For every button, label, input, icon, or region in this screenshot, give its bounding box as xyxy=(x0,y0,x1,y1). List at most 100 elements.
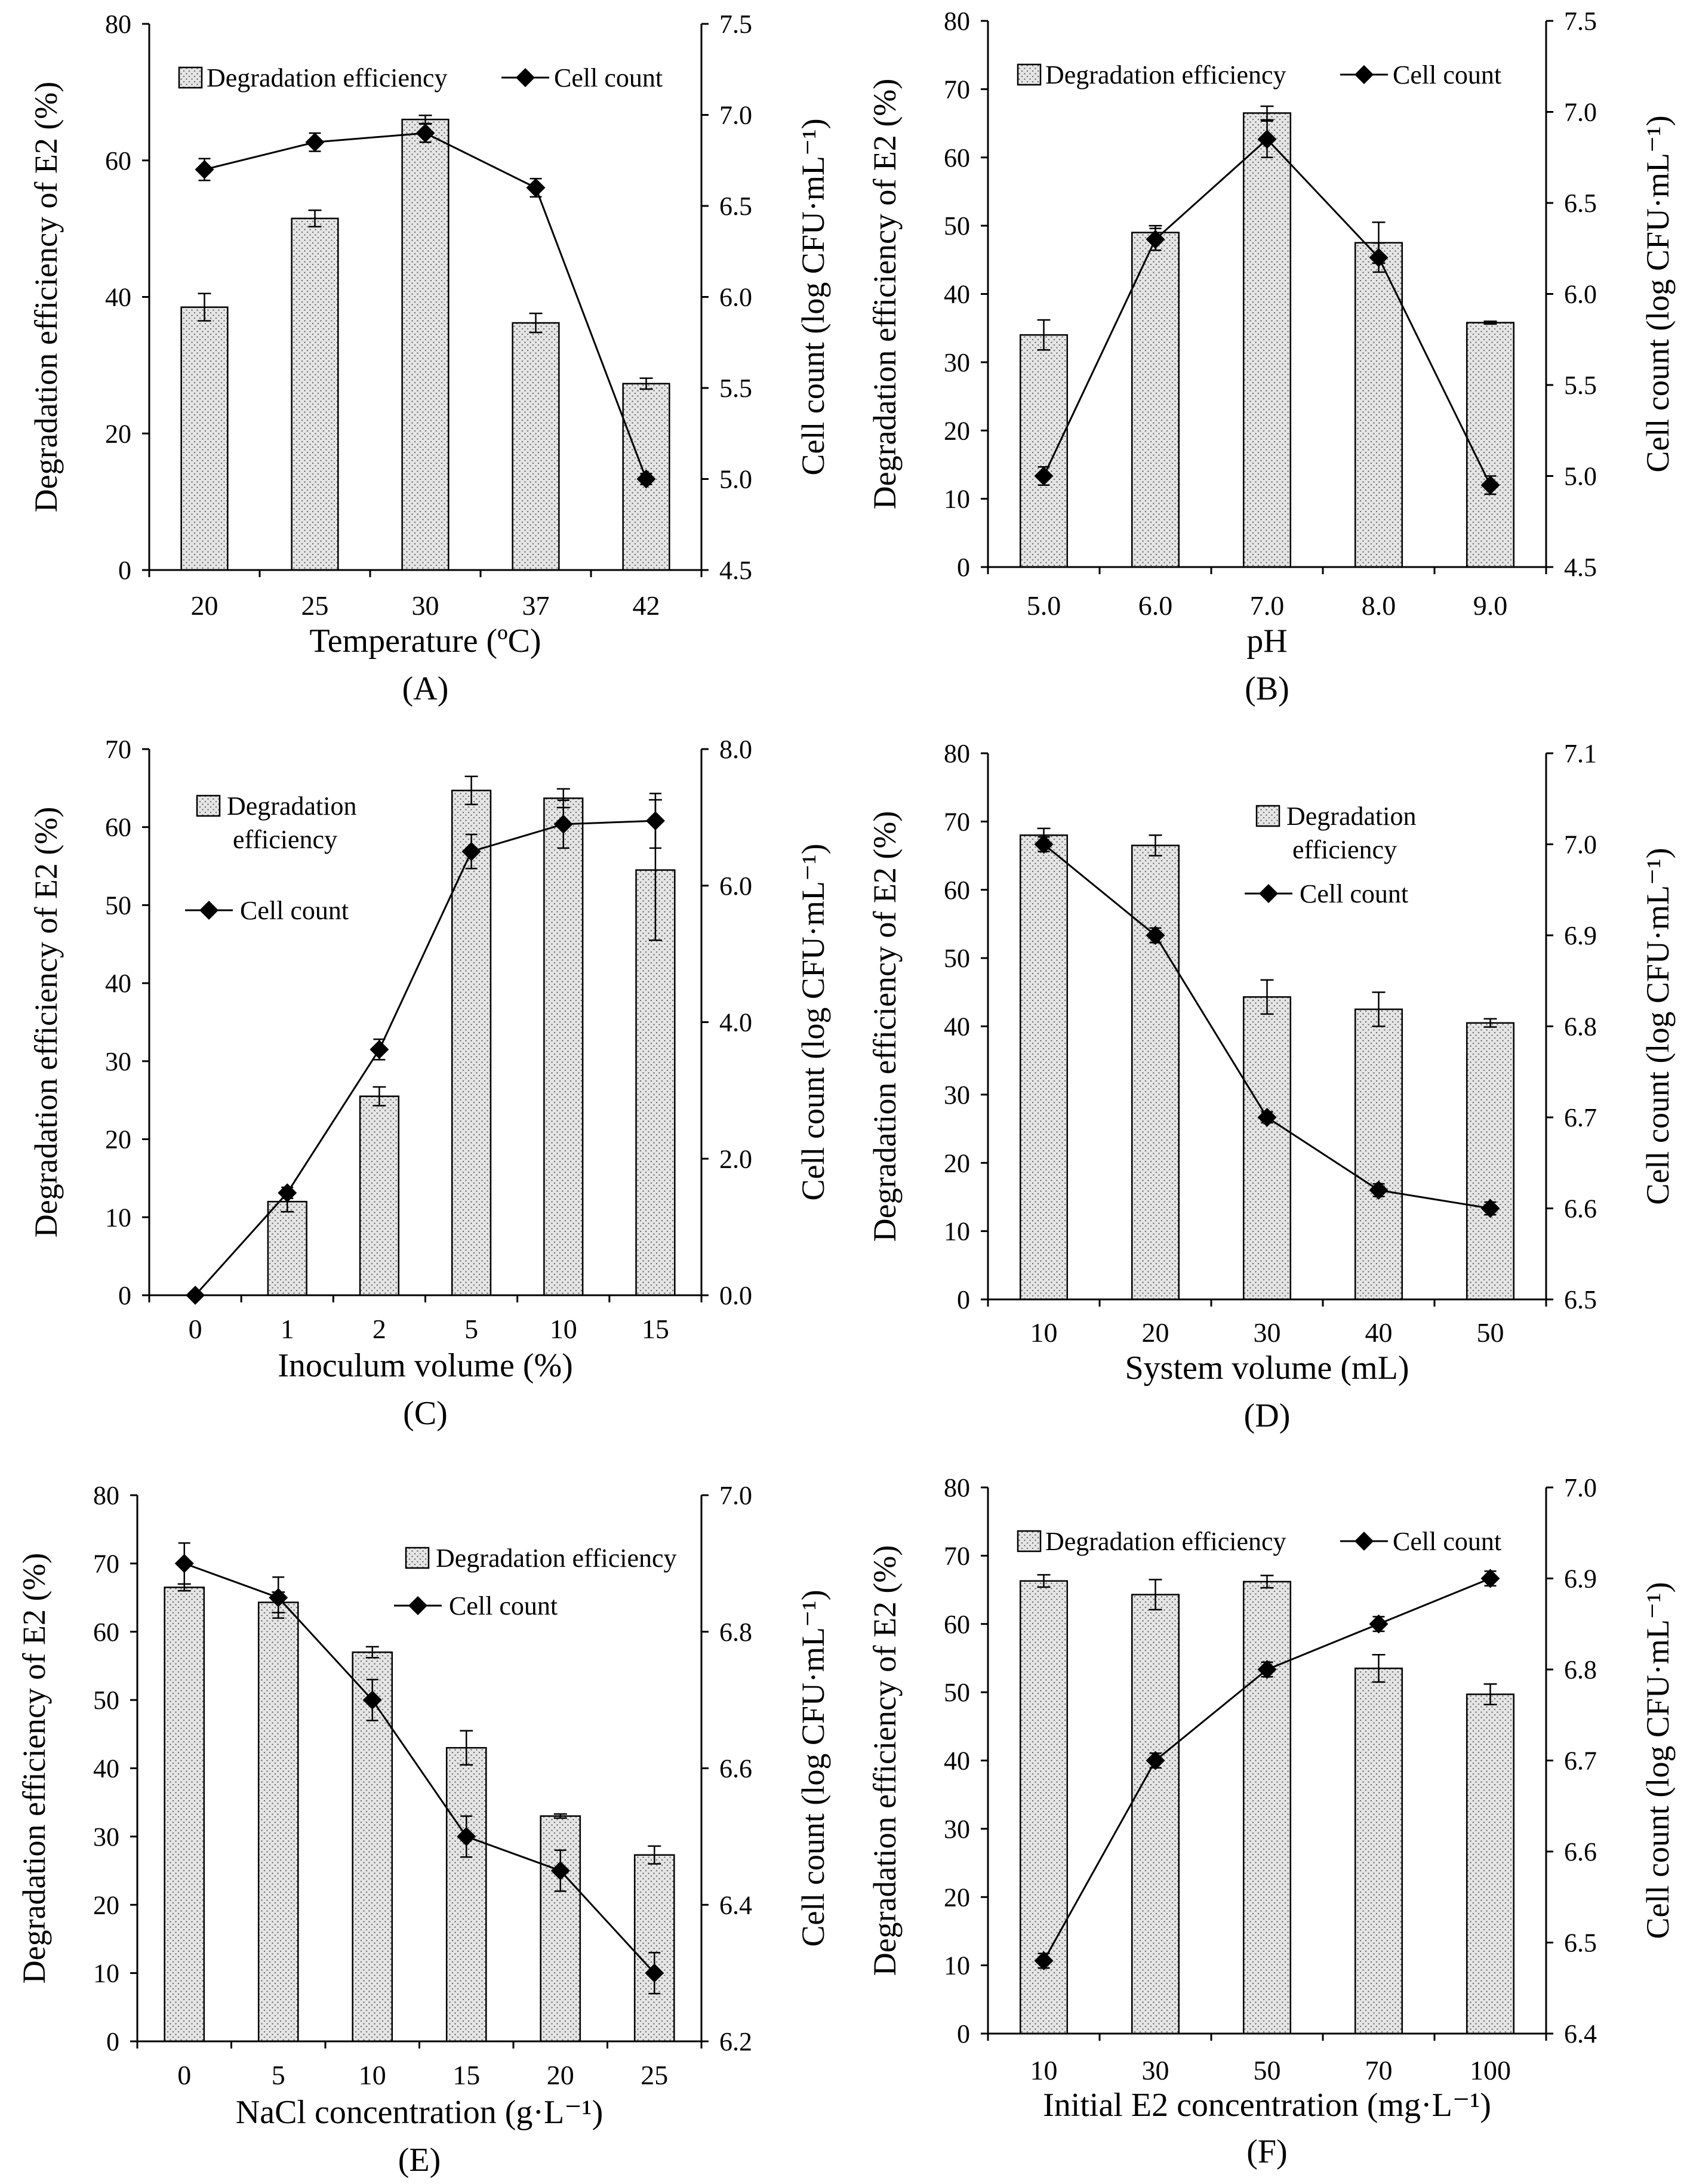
y-tick-label-left-D-30: 30 xyxy=(944,1080,970,1110)
bar-A-20 xyxy=(180,306,229,571)
x-axis-title-C: Inoculum volume (%) xyxy=(278,1347,573,1384)
y-tick-label-right-B-5.0: 5.0 xyxy=(1564,462,1597,491)
bar-E-25 xyxy=(633,1854,675,2043)
series-line-E-cell-count xyxy=(184,1562,655,1974)
y-tick-label-left-E-10: 10 xyxy=(93,1959,119,1988)
y-tick-label-right-B-6.5: 6.5 xyxy=(1564,189,1597,218)
x-tick-label-D-20: 20 xyxy=(1142,1317,1169,1348)
x-axis-title-E: NaCl concentration (g·L⁻¹) xyxy=(236,2094,603,2131)
point-D-20 xyxy=(1146,926,1165,945)
y-tick-label-right-C-8.0: 8.0 xyxy=(719,735,752,764)
y-tick-label-right-C-6.0: 6.0 xyxy=(719,871,752,901)
y-tick-label-left-B-80: 80 xyxy=(944,7,970,36)
y-tick-label-right-C-4.0: 4.0 xyxy=(719,1008,752,1037)
legend-label-bar-C-part-1: efficiency xyxy=(233,825,337,854)
legend-label-bar-F: Degradation efficiency xyxy=(1045,1527,1286,1556)
x-tick-label-A-25: 25 xyxy=(301,590,329,621)
legend-label-line-D: Cell count xyxy=(1300,879,1408,908)
y-tick-label-right-D-6.7: 6.7 xyxy=(1564,1103,1597,1132)
legend-label-line-F: Cell count xyxy=(1393,1527,1501,1556)
x-tick-label-F-10: 10 xyxy=(1030,2055,1058,2086)
bar-F-100 xyxy=(1466,1693,1515,2035)
y-tick-label-right-F-6.8: 6.8 xyxy=(1564,1655,1597,1684)
x-tick-label-F-50: 50 xyxy=(1254,2055,1281,2086)
point-D-40 xyxy=(1369,1181,1389,1200)
point-B-8.0 xyxy=(1369,248,1389,267)
y-tick-label-right-A-5.0: 5.0 xyxy=(719,465,752,494)
y-tick-label-left-D-40: 40 xyxy=(944,1012,970,1042)
point-D-10 xyxy=(1034,834,1054,854)
panel-label-A: (A) xyxy=(402,670,449,707)
legend-label-bar-C: Degradation efficiency xyxy=(227,791,356,854)
x-tick-label-C-15: 15 xyxy=(642,1314,669,1344)
x-tick-label-D-30: 30 xyxy=(1254,1317,1281,1348)
legend-bar-swatch-A xyxy=(178,66,203,89)
legend-A: Degradation efficiency Cell count xyxy=(178,63,663,93)
y-axis-title-left-A: Degradation efficiency of E2 (%) xyxy=(28,82,64,513)
x-tick-label-F-70: 70 xyxy=(1365,2055,1393,2086)
x-axis-title-A: Temperature (ºC) xyxy=(309,623,541,660)
y-axis-title-right-D: Cell count (log CFU·mL⁻¹) xyxy=(1640,848,1676,1205)
y-tick-label-left-E-70: 70 xyxy=(93,1549,119,1578)
x-tick-label-C-5: 5 xyxy=(464,1314,478,1344)
y-tick-label-left-C-60: 60 xyxy=(105,813,131,842)
point-C-2 xyxy=(370,1040,389,1059)
y-tick-label-left-F-70: 70 xyxy=(944,1541,970,1570)
bar-E-10 xyxy=(352,1651,393,2043)
bar-D-50 xyxy=(1466,1022,1515,1301)
x-tick-label-B-5.0: 5.0 xyxy=(1027,590,1061,621)
x-tick-label-E-0: 0 xyxy=(177,2060,191,2090)
y-tick-label-right-C-2.0: 2.0 xyxy=(719,1144,752,1173)
panel-label-B: (B) xyxy=(1245,670,1289,707)
bar-E-5 xyxy=(257,1601,299,2043)
x-axis-title-D: System volume (mL) xyxy=(1125,1350,1409,1387)
legend-C: Degradation efficiency Cell count xyxy=(185,791,356,925)
x-tick-label-D-40: 40 xyxy=(1365,1317,1393,1348)
legend-label-bar-D: Degradation efficiency xyxy=(1286,802,1416,864)
x-tick-label-C-2: 2 xyxy=(373,1314,386,1344)
x-tick-label-E-15: 15 xyxy=(452,2060,480,2090)
x-tick-label-A-37: 37 xyxy=(522,590,550,621)
y-tick-label-right-D-6.8: 6.8 xyxy=(1564,1012,1597,1042)
y-tick-label-left-E-30: 30 xyxy=(93,1822,119,1852)
legend-label-bar-B: Degradation efficiency xyxy=(1045,60,1286,90)
y-tick-label-left-A-40: 40 xyxy=(105,283,131,312)
point-C-5 xyxy=(461,842,481,861)
chart-panel-F: 0 10 20 30 40 50 60 70 80 6.4 6.5 6.6 6.7 6.8 6.9 7.0 10… xyxy=(867,1473,1676,2170)
y-tick-label-right-E-6.6: 6.6 xyxy=(719,1754,752,1783)
x-tick-label-B-6.0: 6.0 xyxy=(1138,590,1173,621)
y-tick-label-left-B-40: 40 xyxy=(944,280,970,309)
y-tick-label-left-C-40: 40 xyxy=(105,969,131,998)
y-tick-label-right-D-6.9: 6.9 xyxy=(1564,921,1597,950)
y-tick-label-left-B-70: 70 xyxy=(944,75,970,104)
y-tick-label-left-E-20: 20 xyxy=(93,1890,119,1920)
legend-bar-swatch-F xyxy=(1017,1530,1042,1552)
y-tick-label-left-F-0: 0 xyxy=(957,2019,970,2049)
point-A-20 xyxy=(195,160,214,179)
y-axis-title-left-B: Degradation efficiency of E2 (%) xyxy=(867,79,903,510)
y-tick-label-right-F-6.6: 6.6 xyxy=(1564,1837,1597,1866)
y-tick-label-left-C-0: 0 xyxy=(118,1281,131,1310)
y-tick-label-right-A-7.5: 7.5 xyxy=(719,10,752,39)
legend-line-swatch-C-marker xyxy=(199,901,218,920)
x-tick-label-A-30: 30 xyxy=(412,590,439,621)
y-tick-label-left-E-0: 0 xyxy=(106,2027,119,2056)
point-F-50 xyxy=(1257,1660,1277,1679)
legend-label-bar-C-part-0: Degradation xyxy=(227,791,356,821)
x-tick-label-C-0: 0 xyxy=(189,1314,202,1344)
chart-panel-B: 0 10 20 30 40 50 60 70 80 4.5 5.0 5.5 6.0 6.5 7.0 7.5 5.… xyxy=(867,7,1676,707)
point-C-1 xyxy=(278,1183,297,1203)
y-axis-title-right-F: Cell count (log CFU·mL⁻¹) xyxy=(1640,1582,1676,1939)
bar-C-10 xyxy=(543,797,584,1296)
y-tick-label-left-F-60: 60 xyxy=(944,1610,970,1639)
y-tick-label-right-F-6.9: 6.9 xyxy=(1564,1564,1597,1594)
panel-label-D: (D) xyxy=(1244,1397,1291,1434)
y-tick-label-left-B-30: 30 xyxy=(944,348,970,377)
y-tick-label-left-C-30: 30 xyxy=(105,1047,131,1076)
y-tick-label-left-C-70: 70 xyxy=(105,735,131,764)
bar-B-9.0 xyxy=(1466,322,1515,568)
y-tick-label-left-D-80: 80 xyxy=(944,739,970,768)
y-tick-label-left-D-0: 0 xyxy=(957,1285,970,1314)
y-tick-label-left-D-20: 20 xyxy=(944,1148,970,1178)
bar-C-5 xyxy=(451,790,492,1296)
